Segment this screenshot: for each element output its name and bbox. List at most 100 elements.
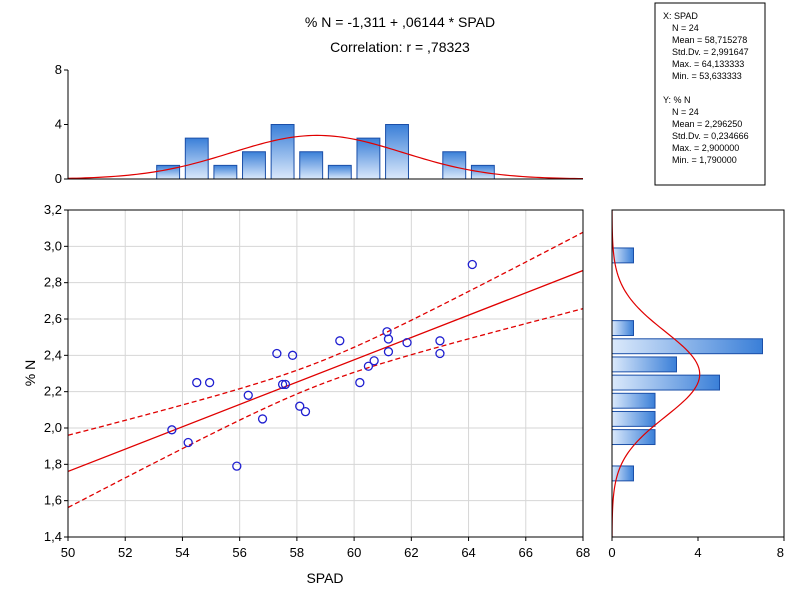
x-tick-label: 60: [347, 545, 361, 560]
data-point: [295, 401, 305, 411]
top-histogram-bar: [442, 151, 467, 179]
data-point: [300, 406, 311, 417]
stats-x-mean: Mean = 58,715278: [672, 35, 747, 45]
right-histogram-x-ticks: 0 4 8: [608, 537, 785, 560]
top-histogram-bar: [213, 164, 238, 179]
right-histogram-bar: [612, 320, 634, 337]
data-point: [192, 377, 202, 388]
data-point: [435, 336, 445, 346]
x-tick-label: 66: [519, 545, 533, 560]
stats-box: X: SPAD N = 24 Mean = 58,715278 Std.Dv. …: [654, 2, 766, 186]
data-point: [280, 379, 291, 390]
regression-line: [68, 269, 583, 473]
x-tick-label: 50: [61, 545, 75, 560]
y-tick-label: 3,2: [44, 202, 62, 217]
right-x-tick-label: 4: [694, 545, 701, 560]
stats-x-title: X: SPAD: [663, 11, 698, 21]
x-tick-label: 64: [461, 545, 475, 560]
top-histogram-bar: [356, 137, 381, 179]
confidence-band-upper: [68, 231, 583, 436]
data-point: [435, 348, 445, 359]
stats-y-sd: Std.Dv. = 0,234666: [672, 131, 749, 141]
confidence-band-lower: [68, 308, 583, 509]
data-point: [363, 361, 374, 371]
y-tick-label: 2,4: [44, 347, 62, 362]
top-histogram-bar: [242, 151, 266, 179]
stats-x-min: Min. = 53,633333: [672, 71, 742, 81]
x-axis-label: SPAD: [306, 570, 343, 586]
right-x-tick-label: 8: [777, 545, 784, 560]
right-x-tick-label: 0: [608, 545, 615, 560]
x-tick-label: 58: [290, 545, 304, 560]
data-point: [257, 414, 268, 424]
top-y-tick-label: 4: [55, 117, 62, 132]
data-points: [167, 259, 477, 471]
right-histogram-bar: [612, 465, 634, 482]
y-tick-label: 2,6: [44, 311, 62, 326]
x-tick-label: 68: [576, 545, 590, 560]
right-histogram-bar: [612, 374, 720, 391]
data-point: [167, 425, 177, 435]
data-point: [204, 377, 215, 388]
main-plot-lines: [68, 231, 583, 509]
x-tick-label: 62: [404, 545, 418, 560]
top-y-tick-label: 8: [55, 62, 62, 77]
x-tick-label: 54: [175, 545, 189, 560]
x-axis-ticks: 50 52 54 56 58 60 62 64 66 68: [61, 537, 590, 560]
right-histogram-bar: [612, 247, 634, 264]
data-point: [183, 437, 193, 448]
top-histogram-y-ticks: 0 4 8: [55, 62, 68, 186]
data-point: [402, 337, 412, 348]
top-histogram-bar: [299, 151, 324, 179]
top-normal-curve: [68, 134, 583, 179]
chart-title: % N = -1,311 + ,06144 * SPAD: [305, 14, 495, 30]
top-histogram-bars: [156, 124, 495, 179]
main-scatter-panel: 50 52 54 56 58 60 62 64 66 68 1,4 1,6 1,8 2,0 2,2 2,4 2…: [22, 202, 590, 586]
right-histogram-bars: [612, 247, 763, 482]
data-point: [287, 350, 298, 360]
stats-y-title: Y: % N: [663, 95, 691, 105]
y-axis-ticks: 1,4 1,6 1,8 2,0 2,2 2,4 2,6 2,8 3,0 3,2: [44, 202, 68, 544]
main-plot-border: [67, 209, 584, 538]
right-histogram-bar: [612, 429, 656, 446]
right-histogram-bar: [612, 410, 656, 427]
x-tick-label: 52: [118, 545, 132, 560]
stats-x-max: Max. = 64,133333: [672, 59, 744, 69]
y-axis-label: % N: [22, 360, 38, 386]
stats-y-min: Min. = 1,790000: [672, 155, 737, 165]
right-histogram-bar: [612, 356, 677, 373]
top-histogram-bar: [385, 124, 409, 179]
stats-y-mean: Mean = 2,296250: [672, 119, 742, 129]
main-plot-frame: [67, 209, 584, 538]
top-histogram-bar: [327, 164, 352, 179]
top-histogram-bar: [184, 137, 209, 179]
right-normal-curve: [612, 210, 701, 537]
y-tick-label: 2,0: [44, 420, 62, 435]
data-point: [355, 377, 365, 388]
data-point: [383, 347, 394, 357]
y-tick-label: 1,4: [44, 529, 62, 544]
data-point: [383, 334, 394, 344]
stats-x-sd: Std.Dv. = 2,991647: [672, 47, 749, 57]
stats-box-frame: [654, 2, 766, 186]
y-tick-label: 2,8: [44, 275, 62, 290]
chart-subtitle: Correlation: r = ,78323: [330, 39, 470, 55]
data-point: [335, 336, 345, 346]
y-tick-label: 2,2: [44, 384, 62, 399]
data-point: [232, 461, 242, 471]
top-histogram-panel: 0 4 8: [55, 62, 583, 186]
x-tick-label: 56: [232, 545, 246, 560]
data-point: [467, 259, 477, 270]
y-tick-label: 3,0: [44, 238, 62, 253]
stats-x-n: N = 24: [672, 23, 699, 33]
stats-y-n: N = 24: [672, 107, 699, 117]
right-histogram-panel: 0 4 8: [608, 209, 785, 560]
data-point: [369, 356, 379, 366]
data-point: [277, 379, 288, 390]
top-histogram-bar: [270, 124, 295, 179]
y-tick-label: 1,6: [44, 493, 62, 508]
right-histogram-frame: [611, 209, 785, 538]
right-histogram-bar: [612, 392, 656, 409]
stats-y-max: Max. = 2,900000: [672, 143, 739, 153]
